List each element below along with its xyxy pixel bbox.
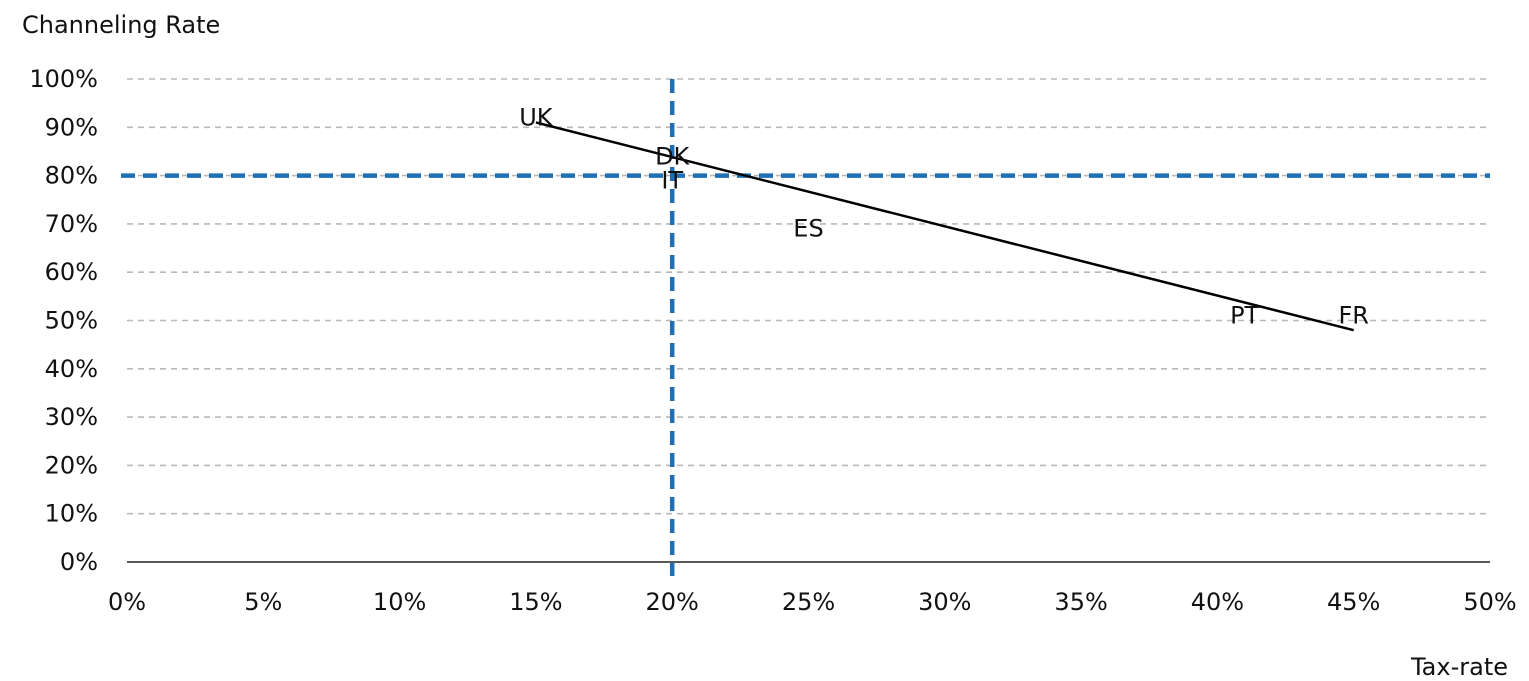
reference-lines (121, 79, 1490, 576)
trendline-group (535, 121, 1355, 332)
x-tick-label: 25% (782, 588, 835, 616)
x-tick-label: 30% (918, 588, 971, 616)
point-label-dk: DK (655, 142, 690, 170)
point-label-fr: FR (1338, 302, 1368, 330)
x-tick-label: 40% (1191, 588, 1244, 616)
y-tick-label: 40% (45, 355, 98, 383)
x-axis-label: Tax-rate (1410, 653, 1508, 681)
x-tick-label: 50% (1463, 588, 1516, 616)
point-label-pt: PT (1230, 302, 1259, 330)
x-tick-label: 45% (1327, 588, 1380, 616)
y-tick-label: 0% (60, 548, 98, 576)
gridlines (127, 78, 1490, 515)
y-tick-label: 60% (45, 258, 98, 286)
x-tick-label: 10% (373, 588, 426, 616)
y-tick-label: 100% (29, 65, 98, 93)
y-axis-label: Channeling Rate (22, 11, 220, 39)
y-tick-label: 30% (45, 403, 98, 431)
x-tick-labels: 0% 5% 10% 15% 20% 25% 30% 35% 40% 45% 50% (108, 588, 1517, 616)
x-tick-label: 15% (509, 588, 562, 616)
point-label-it: IT (661, 166, 683, 194)
point-label-es: ES (793, 215, 823, 243)
y-tick-label: 80% (45, 162, 98, 190)
x-tick-label: 20% (646, 588, 699, 616)
x-tick-label: 0% (108, 588, 146, 616)
y-tick-label: 10% (45, 500, 98, 528)
trendline (535, 121, 1355, 332)
y-tick-label: 50% (45, 307, 98, 335)
x-tick-label: 5% (244, 588, 282, 616)
point-label-uk: UK (519, 104, 554, 132)
y-tick-label: 90% (45, 113, 98, 141)
y-tick-label: 20% (45, 451, 98, 479)
y-tick-label: 70% (45, 210, 98, 238)
y-tick-labels: 0% 10% 20% 30% 40% 50% 60% 70% 80% 90% 100% (29, 65, 98, 576)
x-tick-label: 35% (1054, 588, 1107, 616)
